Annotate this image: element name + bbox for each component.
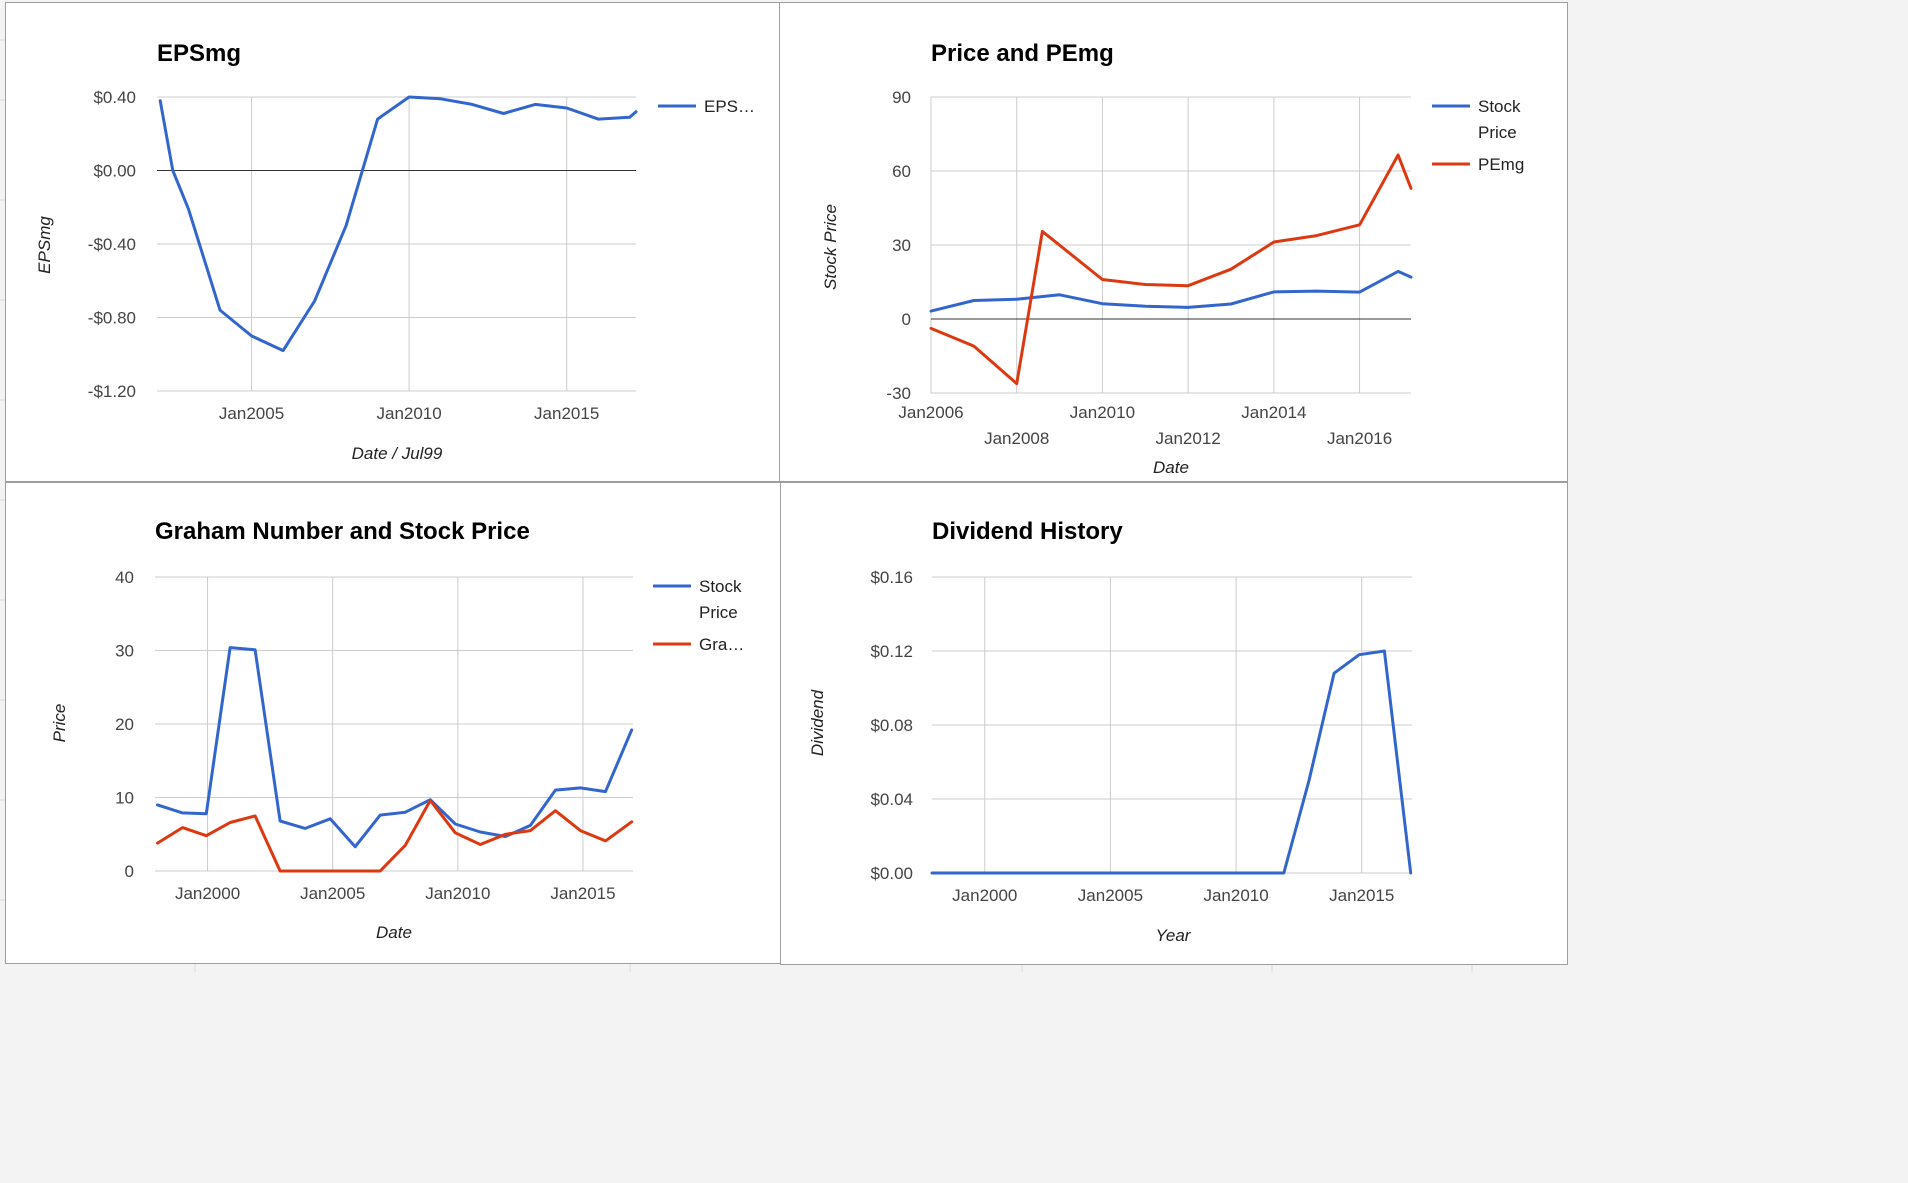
chart-title: EPSmg — [157, 40, 241, 67]
series-line-stock-price — [929, 269, 1413, 313]
x-axis-label: Date — [1153, 458, 1189, 477]
legend-label: Price — [1478, 123, 1517, 142]
legend-label: Price — [699, 603, 738, 622]
plot-area — [157, 95, 638, 392]
x-tick-label: Jan2005 — [219, 404, 284, 423]
y-tick-label: -$1.20 — [88, 382, 136, 401]
chart-title: Price and PEmg — [931, 40, 1114, 67]
y-tick-label: 30 — [892, 236, 911, 255]
x-tick-label: Jan2008 — [984, 429, 1049, 448]
x-tick-label: Jan2015 — [534, 404, 599, 423]
chart-panel-epsmg: EPSmg Date / Jul99 EPSmg EPS… $0.40 $0.00… — [5, 2, 780, 482]
series-line-epsmg — [158, 95, 638, 353]
x-axis-label: Date — [376, 923, 412, 942]
legend-label: Gra… — [699, 635, 744, 654]
y-axis-label: EPSmg — [35, 216, 54, 274]
y-tick-label: 30 — [115, 642, 134, 661]
x-tick-label: Jan2005 — [300, 884, 365, 903]
chart-title: Graham Number and Stock Price — [155, 518, 530, 545]
y-tick-label: -$0.40 — [88, 235, 136, 254]
x-tick-label: Jan2015 — [550, 884, 615, 903]
y-tick-label: 10 — [115, 789, 134, 808]
legend[interactable]: Stock Price Gra… — [653, 577, 744, 654]
x-tick-label: Jan2010 — [425, 884, 490, 903]
legend-label: PEmg — [1478, 155, 1524, 174]
y-tick-label: $0.40 — [93, 88, 136, 107]
chart-panel-price-and-pemg: Price and PEmg Date Stock Price Stock Pri… — [779, 2, 1568, 482]
y-tick-label: $0.08 — [870, 716, 913, 735]
chart-title: Dividend History — [932, 518, 1123, 545]
plot-area — [929, 96, 1413, 394]
x-tick-label: Jan2010 — [1203, 886, 1268, 905]
spreadsheet-background — [0, 39, 1473, 972]
x-tick-label: Jan2016 — [1327, 429, 1392, 448]
chart-svg-price-and-pemg: Price and PEmg Date Stock Price Stock Pri… — [821, 40, 1524, 477]
series-line-stock-price — [156, 646, 634, 849]
x-tick-label: Jan2006 — [898, 403, 963, 422]
x-tick-label: Jan2000 — [952, 886, 1017, 905]
legend[interactable]: EPS… — [658, 97, 755, 116]
chart-svg-epsmg: EPSmg Date / Jul99 EPSmg EPS… $0.40 $0.00… — [35, 40, 755, 463]
y-axis-label: Dividend — [808, 689, 827, 756]
x-axis-label: Date / Jul99 — [352, 444, 443, 463]
plot-area — [930, 576, 1413, 875]
y-axis-label: Stock Price — [821, 204, 840, 290]
chart-svg-graham-number: Graham Number and Stock Price Date Price… — [50, 518, 744, 942]
x-axis-label: Year — [1156, 926, 1192, 945]
y-tick-label: $0.12 — [870, 642, 913, 661]
chart-panel-graham-number: Graham Number and Stock Price Date Price… — [5, 482, 781, 964]
x-tick-label: Jan2010 — [376, 404, 441, 423]
series-line-dividend — [930, 649, 1413, 875]
y-tick-label: 90 — [892, 88, 911, 107]
y-tick-label: 20 — [115, 715, 134, 734]
legend-label: Stock — [699, 577, 742, 596]
y-tick-label: 0 — [902, 310, 911, 329]
series-line-graham-number — [156, 798, 634, 873]
legend[interactable]: Stock Price PEmg — [1432, 97, 1524, 174]
y-tick-label: $0.16 — [870, 568, 913, 587]
x-tick-label: Jan2015 — [1329, 886, 1394, 905]
y-tick-label: $0.00 — [93, 162, 136, 181]
chart-panel-dividend-history: Dividend History Year Dividend $0.16 $0.1… — [780, 482, 1568, 965]
plot-area — [155, 576, 634, 873]
x-tick-label: Jan2014 — [1241, 403, 1306, 422]
y-tick-label: -30 — [886, 384, 911, 403]
legend-label: Stock — [1478, 97, 1521, 116]
x-tick-label: Jan2010 — [1070, 403, 1135, 422]
y-tick-label: $0.04 — [870, 790, 913, 809]
y-axis-label: Price — [50, 704, 69, 743]
y-tick-label: 0 — [125, 862, 134, 881]
y-tick-label: -$0.80 — [88, 309, 136, 328]
legend-label: EPS… — [704, 97, 755, 116]
chart-svg-dividend-history: Dividend History Year Dividend $0.16 $0.1… — [808, 518, 1413, 945]
y-tick-label: $0.00 — [870, 864, 913, 883]
y-tick-label: 60 — [892, 162, 911, 181]
x-tick-label: Jan2000 — [175, 884, 240, 903]
x-tick-label: Jan2005 — [1078, 886, 1143, 905]
y-tick-label: 40 — [115, 568, 134, 587]
series-line-pemg — [929, 153, 1413, 386]
x-tick-label: Jan2012 — [1156, 429, 1221, 448]
